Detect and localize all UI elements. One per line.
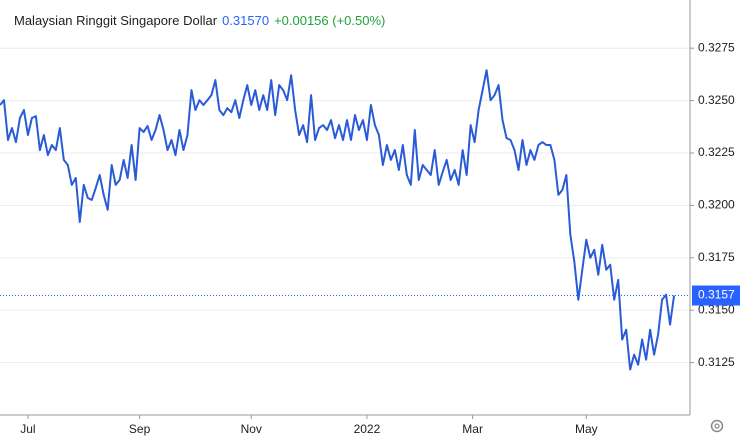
x-tick-label: May — [575, 422, 598, 436]
settings-icon[interactable] — [710, 419, 724, 433]
x-tick-label: Nov — [241, 422, 262, 436]
y-tick-label: 0.3175 — [698, 250, 735, 264]
chart-header: Malaysian Ringgit Singapore Dollar 0.3157… — [14, 13, 385, 28]
gear-outer — [710, 419, 724, 433]
last-value-box — [692, 285, 740, 306]
gear-inner — [714, 423, 720, 429]
x-tick-label: 2022 — [354, 422, 381, 436]
x-tick-label: Mar — [462, 422, 483, 436]
y-tick-label: 0.3250 — [698, 93, 735, 107]
price-line — [0, 69, 676, 371]
x-tick-label: Jul — [20, 422, 35, 436]
price: 0.31570 — [222, 13, 269, 28]
x-tick-label: Sep — [129, 422, 151, 436]
change: +0.00156 (+0.50%) — [274, 13, 385, 28]
y-tick-label: 0.3275 — [698, 40, 735, 54]
y-tick-label: 0.3200 — [698, 198, 735, 212]
chart-title: Malaysian Ringgit Singapore Dollar — [14, 13, 218, 28]
y-tick-label: 0.3225 — [698, 145, 735, 159]
y-tick-label: 0.3150 — [698, 302, 735, 316]
last-value-label: 0.3157 — [698, 288, 735, 302]
y-tick-label: 0.3125 — [698, 355, 735, 369]
